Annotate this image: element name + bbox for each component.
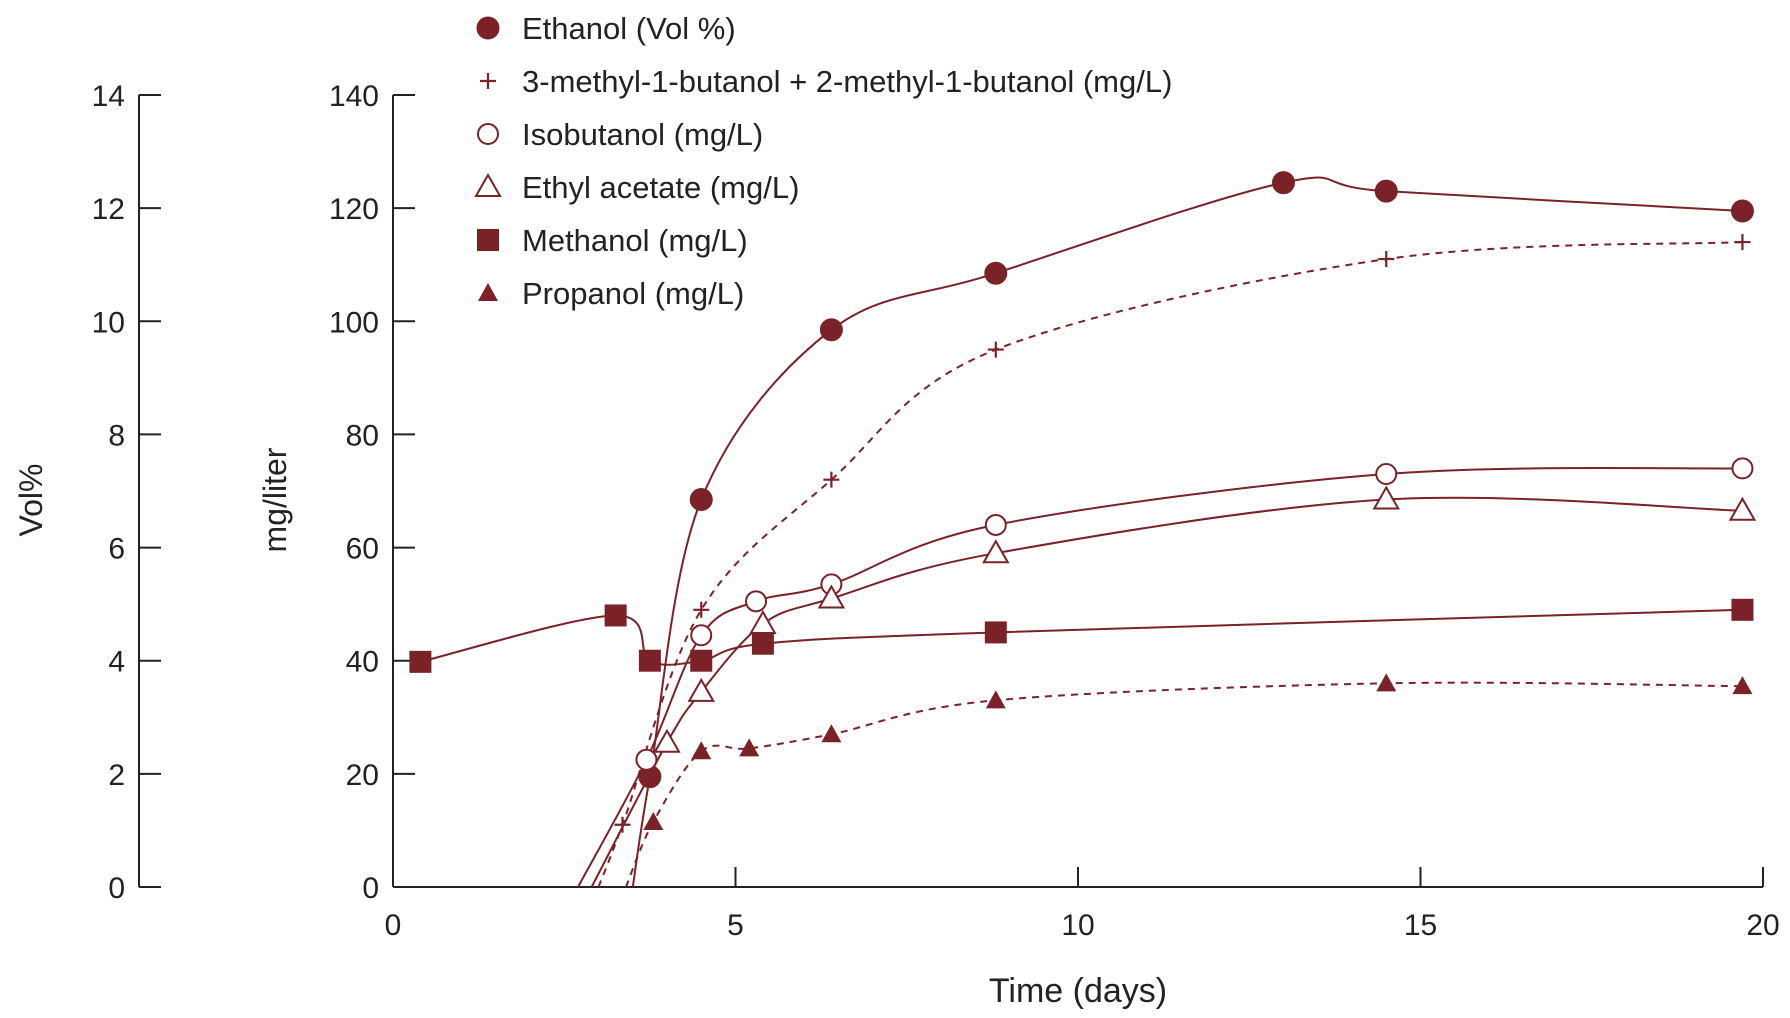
data-point	[604, 604, 627, 627]
y-right-tick-label: 100	[329, 306, 379, 339]
y-right-tick-label: 60	[346, 533, 379, 566]
series-3	[590, 485, 1757, 888]
series-line	[631, 176, 1743, 888]
legend-marker	[477, 229, 499, 251]
data-point	[1730, 199, 1754, 223]
data-point	[687, 677, 715, 702]
series-0	[631, 171, 1754, 888]
legend-marker	[476, 16, 500, 40]
data-point	[1731, 457, 1754, 480]
data-point	[985, 690, 1006, 709]
data-point	[1728, 496, 1757, 521]
plot-area	[409, 171, 1757, 888]
data-point	[1372, 485, 1400, 510]
y-right-tick-label: 120	[329, 193, 379, 226]
x-axis-label: Time (days)	[989, 972, 1167, 1010]
data-point	[749, 609, 777, 634]
y-left-tick-label: 2	[108, 759, 125, 792]
legend-marker	[480, 73, 496, 89]
data-point	[751, 632, 774, 655]
data-point	[819, 318, 843, 342]
y-left-tick-label: 4	[108, 646, 125, 679]
series-line	[590, 496, 1743, 888]
data-point	[690, 649, 713, 672]
data-point	[614, 816, 631, 833]
legend-item: Ethyl acetate (mg/L)	[474, 170, 799, 205]
y-right-tick-label: 140	[329, 80, 379, 113]
legend-label: Ethyl acetate (mg/L)	[522, 170, 799, 205]
data-point	[823, 471, 840, 488]
data-point	[984, 513, 1007, 536]
legend-marker	[474, 172, 502, 197]
data-point	[638, 649, 661, 672]
series-2	[577, 457, 1754, 888]
x-tick-label: 10	[1061, 909, 1094, 942]
data-point	[1731, 598, 1754, 621]
legend-label: Methanol (mg/L)	[522, 223, 748, 258]
legend-label: 3-methyl-1-butanol + 2-methyl-1-butanol …	[522, 64, 1172, 99]
y-axis-right-label: mg/liter	[257, 447, 293, 552]
series-1	[597, 234, 1751, 888]
legend-label: Propanol (mg/L)	[522, 276, 744, 311]
data-point	[987, 341, 1004, 358]
legend-item: Propanol (mg/L)	[478, 276, 744, 311]
legend-marker	[478, 283, 498, 301]
y-right-tick-label: 80	[346, 419, 379, 452]
y-left-tick-label: 14	[92, 80, 125, 113]
data-point	[1732, 676, 1753, 695]
data-point	[1376, 673, 1397, 692]
legend-label: Isobutanol (mg/L)	[522, 117, 763, 152]
data-point	[1374, 179, 1398, 203]
data-point	[1734, 234, 1751, 251]
data-point	[821, 724, 842, 743]
data-point	[689, 487, 713, 511]
legend: Ethanol (Vol %) 3-methyl-1-butanol + 2-me…	[474, 11, 1172, 311]
legend-item: Methanol (mg/L)	[477, 223, 748, 258]
data-point	[984, 621, 1007, 644]
data-point	[1378, 251, 1395, 268]
series-line	[597, 241, 1743, 888]
data-point	[691, 741, 712, 760]
legend-item: Isobutanol (mg/L)	[477, 117, 763, 152]
data-point	[739, 738, 760, 757]
y-right-tick-label: 40	[346, 646, 379, 679]
y-right-tick-label: 20	[346, 759, 379, 792]
data-point	[635, 748, 658, 771]
series-4	[409, 598, 1754, 673]
data-point	[817, 584, 846, 609]
y-left-tick-label: 12	[92, 193, 125, 226]
y-left-tick-label: 0	[108, 872, 125, 905]
series-5	[624, 673, 1753, 888]
data-point	[643, 811, 664, 830]
data-point	[693, 601, 710, 618]
data-point	[982, 539, 1010, 564]
data-point	[984, 261, 1008, 285]
data-point	[1375, 463, 1398, 486]
legend-marker	[477, 123, 499, 145]
legend-item: Ethanol (Vol %)	[476, 11, 736, 46]
y-left-tick-label: 10	[92, 306, 125, 339]
x-tick-label: 15	[1404, 909, 1437, 942]
y-right-tick-label: 0	[362, 872, 379, 905]
data-point	[653, 728, 681, 753]
data-point	[1272, 171, 1295, 195]
legend-label: Ethanol (Vol %)	[522, 11, 736, 46]
legend-item: 3-methyl-1-butanol + 2-methyl-1-butanol …	[480, 64, 1172, 99]
x-tick-label: 5	[727, 909, 744, 942]
y-left-tick-label: 8	[108, 419, 125, 452]
x-tick-label: 0	[385, 909, 402, 942]
data-point	[745, 590, 768, 613]
y-axis-left-label: Vol%	[13, 464, 49, 537]
y-left-tick-label: 6	[108, 533, 125, 566]
x-tick-label: 20	[1746, 909, 1779, 942]
series-line	[577, 467, 1743, 888]
series-line	[624, 681, 1743, 888]
data-point	[690, 624, 713, 647]
data-point	[409, 650, 432, 673]
